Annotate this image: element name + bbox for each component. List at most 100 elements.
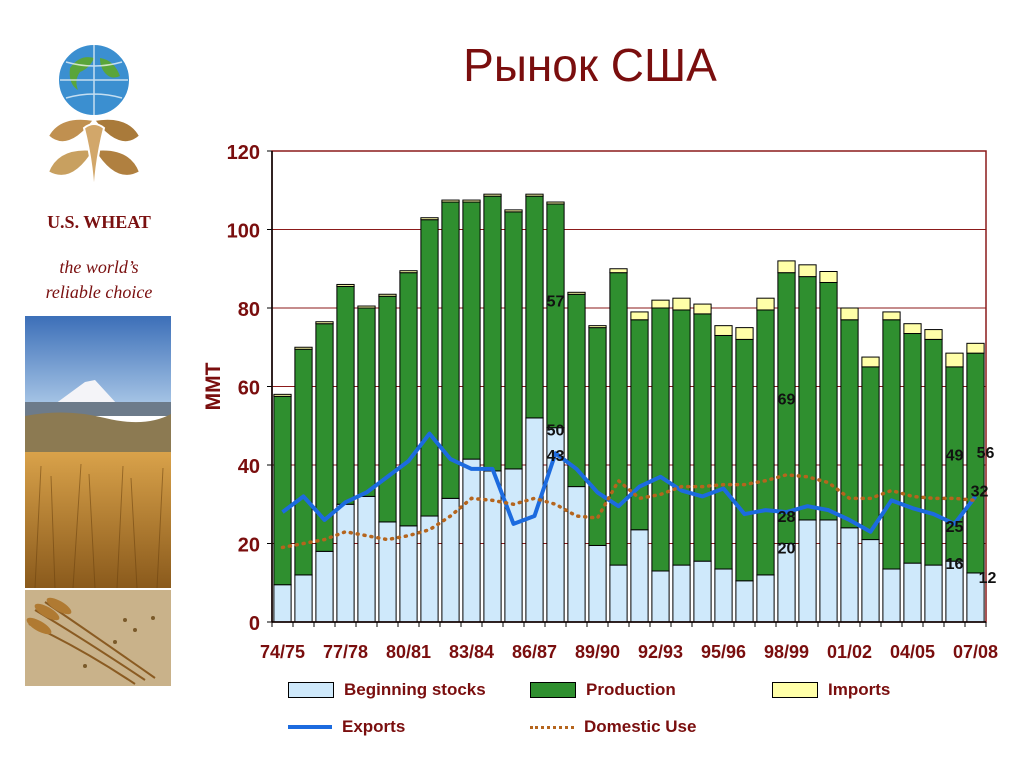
bar-production xyxy=(756,309,775,576)
x-tick-label: 74/75 xyxy=(260,642,305,662)
page-title: Рынок США xyxy=(463,39,717,91)
bar-imports xyxy=(525,193,544,197)
data-label: 49 xyxy=(946,447,964,464)
data-label: 56 xyxy=(977,445,995,462)
legend-item-beginning-stocks: Beginning stocks xyxy=(288,680,486,700)
x-tick-label: 98/99 xyxy=(764,642,809,662)
x-tick-label: 77/78 xyxy=(323,642,368,662)
data-label: 32 xyxy=(971,483,989,500)
brand-tagline: the world’s reliable choice xyxy=(20,255,178,305)
bar-imports xyxy=(924,329,943,340)
bar-production xyxy=(798,276,817,521)
bar-beginning-stocks xyxy=(714,568,733,623)
y-tick-label: 120 xyxy=(227,142,260,164)
bar-imports xyxy=(294,346,313,350)
bar-beginning-stocks xyxy=(903,562,922,623)
bar-beginning-stocks xyxy=(630,529,649,623)
bar-production xyxy=(966,352,985,574)
x-tick-label: 86/87 xyxy=(512,642,557,662)
bar-beginning-stocks xyxy=(609,564,628,623)
bar-imports xyxy=(903,323,922,335)
bar-imports xyxy=(672,297,691,311)
bar-imports xyxy=(357,305,376,309)
legend-swatch xyxy=(530,725,574,729)
bar-production xyxy=(420,219,439,517)
y-tick-label: 100 xyxy=(227,221,260,243)
bar-production xyxy=(399,272,418,527)
data-label: 12 xyxy=(979,570,997,587)
us-wheat-logo xyxy=(46,43,142,207)
bar-imports xyxy=(378,293,397,297)
legend-swatch xyxy=(288,682,334,698)
bar-production xyxy=(336,285,355,505)
bar-imports xyxy=(798,264,817,278)
y-tick-label: 40 xyxy=(238,456,260,478)
y-axis-title: MMT xyxy=(202,362,225,410)
data-label: 57 xyxy=(547,294,565,311)
bar-production xyxy=(903,333,922,564)
bar-production xyxy=(525,195,544,419)
bar-beginning-stocks xyxy=(798,519,817,623)
bar-imports xyxy=(504,209,523,213)
line-domestic-use xyxy=(280,473,978,550)
legend-item-domestic-use: Domestic Use xyxy=(530,717,696,737)
bar-beginning-stocks xyxy=(735,580,754,623)
bar-production xyxy=(546,203,565,429)
legend-item-production: Production xyxy=(530,680,676,700)
bar-imports xyxy=(651,299,670,309)
bar-imports xyxy=(882,311,901,321)
bar-imports xyxy=(336,283,355,287)
data-label: 25 xyxy=(946,519,964,536)
legend-label: Imports xyxy=(828,680,891,699)
legend-swatch xyxy=(288,725,332,729)
bar-production xyxy=(924,338,943,566)
bar-beginning-stocks xyxy=(378,521,397,623)
bar-imports xyxy=(840,307,859,321)
data-label: 20 xyxy=(778,541,796,558)
bar-imports xyxy=(630,311,649,321)
legend-swatch xyxy=(530,682,576,698)
data-label: 16 xyxy=(946,556,964,573)
bar-production xyxy=(588,327,607,546)
y-tick-label: 60 xyxy=(238,378,260,400)
bar-beginning-stocks xyxy=(588,544,607,623)
bar-production xyxy=(714,334,733,570)
brand-name: U.S. WHEAT xyxy=(47,212,151,232)
bar-production xyxy=(819,281,838,521)
bar-imports xyxy=(588,325,607,329)
legend-label: Domestic Use xyxy=(584,717,697,736)
bar-beginning-stocks xyxy=(483,470,502,623)
bar-imports xyxy=(567,291,586,295)
y-tick-label: 80 xyxy=(238,299,260,321)
bar-imports xyxy=(945,352,964,368)
bar-production xyxy=(672,309,691,566)
bar-production xyxy=(735,338,754,582)
x-tick-label: 89/90 xyxy=(575,642,620,662)
bar-beginning-stocks xyxy=(294,574,313,623)
bar-imports xyxy=(462,199,481,203)
bar-imports xyxy=(420,217,439,221)
bar-imports xyxy=(483,193,502,197)
data-label: 50 xyxy=(547,423,565,440)
bar-beginning-stocks xyxy=(336,503,355,623)
y-tick-label: 0 xyxy=(249,613,260,635)
bar-production xyxy=(483,195,502,472)
bar-beginning-stocks xyxy=(504,468,523,623)
bar-beginning-stocks xyxy=(819,519,838,623)
x-tick-label: 83/84 xyxy=(449,642,494,662)
bar-beginning-stocks xyxy=(861,539,880,623)
line-exports xyxy=(281,431,978,534)
bar-beginning-stocks xyxy=(756,574,775,623)
bar-production xyxy=(861,366,880,541)
bar-beginning-stocks xyxy=(399,525,418,623)
bar-imports xyxy=(315,321,334,325)
legend-label: Beginning stocks xyxy=(344,680,486,699)
bar-beginning-stocks xyxy=(882,568,901,623)
bar-imports xyxy=(693,303,712,315)
bar-production xyxy=(693,313,712,562)
tagline-line-2: reliable choice xyxy=(45,282,153,302)
bar-beginning-stocks xyxy=(420,515,439,623)
y-tick-label: 20 xyxy=(238,535,260,557)
bar-production xyxy=(882,319,901,570)
